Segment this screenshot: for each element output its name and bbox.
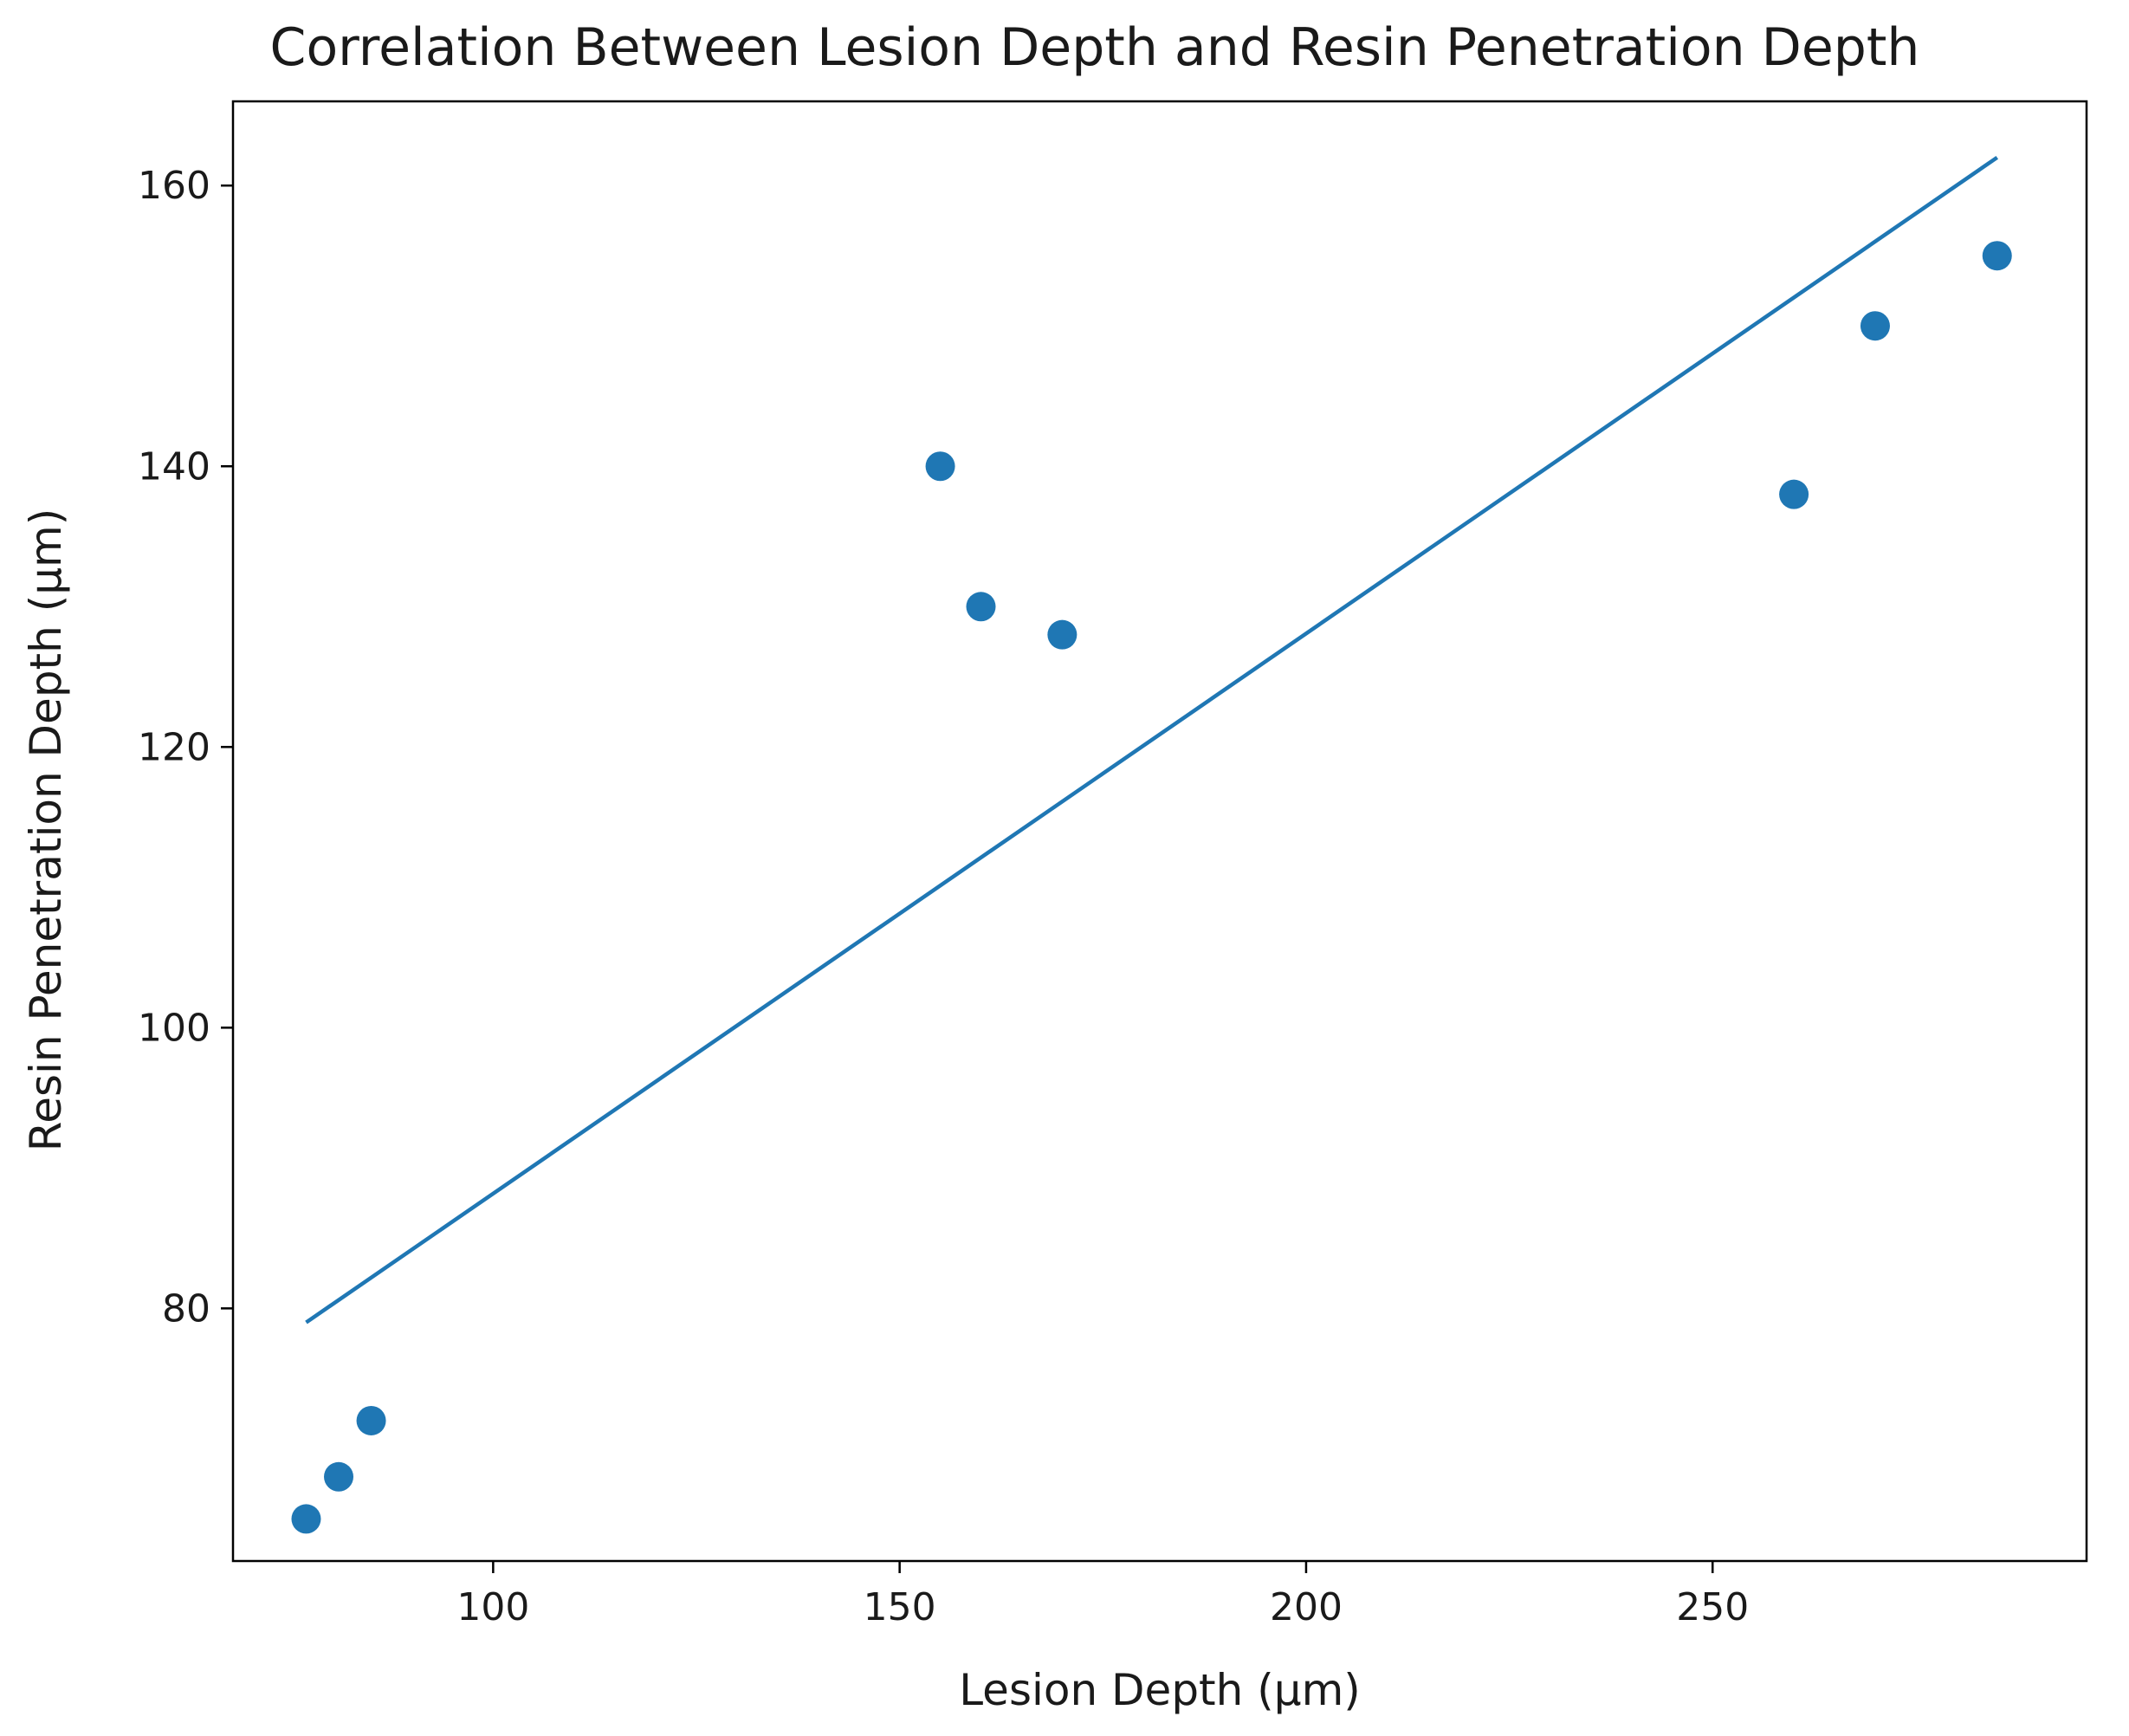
x-tick-label: 100 [456,1585,529,1629]
trend-line [305,155,1999,1325]
data-point [1982,241,2012,271]
data-point [1860,311,1890,341]
x-axis: 100 150 200 250 [456,1561,1749,1629]
y-tick-label: 80 [162,1286,210,1331]
data-point [291,1504,321,1534]
y-tick-label: 120 [138,725,210,769]
y-axis: 80 100 120 140 160 [138,164,233,1331]
y-tick-label: 100 [138,1006,210,1050]
plot-frame [231,100,2088,1563]
y-tick-label: 140 [138,444,210,489]
data-point [1779,479,1809,509]
data-point [356,1405,386,1435]
x-tick-label: 250 [1676,1585,1749,1629]
x-tick-label: 200 [1270,1585,1343,1629]
data-point [324,1461,354,1492]
y-tick-label: 160 [138,164,210,208]
x-axis-label: Lesion Depth (µm) [959,1665,1361,1715]
y-axis-label: Resin Penetration Depth (µm) [21,508,71,1152]
chart-title: Correlation Between Lesion Depth and Res… [270,17,1920,78]
x-tick-label: 150 [864,1585,936,1629]
data-point [925,451,955,482]
data-points [291,241,2012,1534]
data-point [1047,619,1077,650]
data-point [966,592,996,622]
trend-line-group [305,155,1999,1325]
